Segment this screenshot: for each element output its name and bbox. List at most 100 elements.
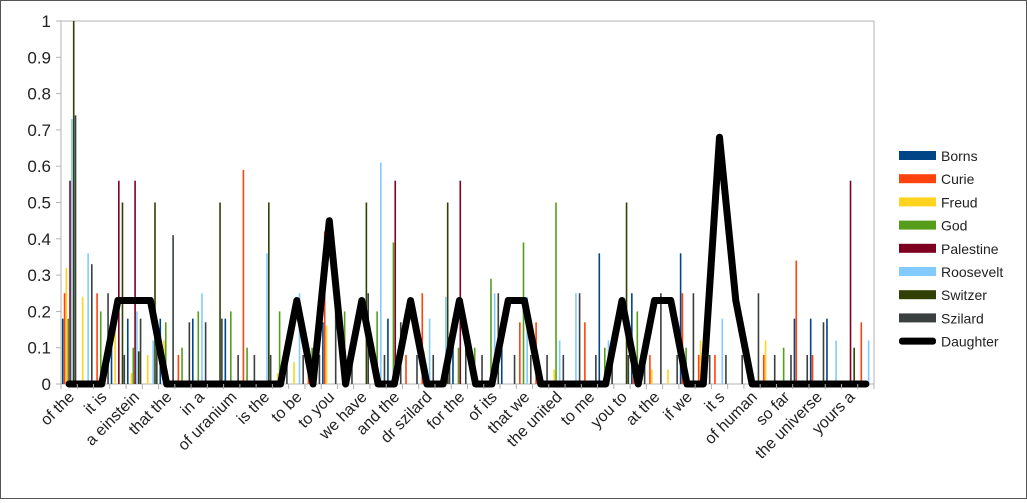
legend-label: Freud xyxy=(941,194,978,210)
legend: Borns Curie Freud God Palestine Roosevelt Swit… xyxy=(899,148,1003,350)
bar-szilard xyxy=(432,354,435,384)
bar-curie xyxy=(323,231,326,384)
bar-freud xyxy=(146,354,149,384)
bar-szilard xyxy=(334,293,337,384)
bar-god xyxy=(555,202,557,384)
x-tick-label: if we xyxy=(661,389,696,424)
bar-god xyxy=(164,322,167,384)
bar-switzer xyxy=(365,202,368,384)
bar-borns xyxy=(387,318,389,384)
legend-item-palestine: Palestine xyxy=(899,241,999,257)
bar-roosevelt xyxy=(721,318,724,384)
legend-label: Szilard xyxy=(941,310,984,326)
bar-borns xyxy=(793,318,796,384)
bar-szilard xyxy=(530,354,532,384)
bar-szilard xyxy=(790,354,792,384)
bar-borns xyxy=(826,318,828,384)
bar-god xyxy=(490,278,492,384)
y-tick-label: 0.4 xyxy=(27,230,51,249)
legend-item-szilard: Szilard xyxy=(899,310,984,326)
bar-szilard xyxy=(156,322,158,384)
y-tick-label: 0.2 xyxy=(27,302,51,321)
bar-szilard xyxy=(595,354,597,384)
bar-roosevelt xyxy=(201,293,203,384)
bar-szilard xyxy=(692,293,695,384)
legend-item-curie: Curie xyxy=(899,171,975,187)
bar-szilard xyxy=(643,354,646,384)
legend-item-borns: Borns xyxy=(899,148,978,164)
legend-item-daughter: Daughter xyxy=(899,334,999,350)
legend-label: Daughter xyxy=(941,334,999,350)
bar-szilard xyxy=(448,354,451,384)
bar-szilard xyxy=(269,354,272,384)
bar-szilard xyxy=(806,354,809,384)
bar-switzer xyxy=(137,351,140,384)
bar-szilard xyxy=(172,235,174,384)
bar-roosevelt xyxy=(867,340,870,384)
bar-szilard xyxy=(383,354,386,384)
bar-curie xyxy=(177,354,180,384)
bar-freud xyxy=(650,369,653,384)
bar-god xyxy=(376,311,378,384)
bar-freud xyxy=(699,340,702,384)
legend-item-switzer: Switzer xyxy=(899,287,987,303)
bar-palestine xyxy=(118,180,120,384)
bar-szilard xyxy=(773,354,776,384)
bar-szilard xyxy=(188,322,191,384)
legend-item-freud: Freud xyxy=(899,194,978,210)
y-axis: 0 0.1 0.2 0.3 0.4 0.5 0.6 0.7 0.8 0.9 1 xyxy=(27,12,61,394)
legend-label: Roosevelt xyxy=(941,264,1003,280)
bar-roosevelt xyxy=(428,318,431,384)
bar-roosevelt xyxy=(71,119,73,384)
legend-swatch xyxy=(899,243,936,253)
bar-god xyxy=(230,311,232,384)
bar-switzer xyxy=(154,202,156,384)
x-tick-label: of the xyxy=(38,389,78,429)
y-tick-label: 0.7 xyxy=(27,121,51,140)
bar-freud xyxy=(276,373,279,384)
bar-szilard xyxy=(90,264,93,384)
bar-god xyxy=(99,311,102,384)
bar-roosevelt xyxy=(445,296,447,384)
bar-freud xyxy=(293,362,295,384)
bar-szilard xyxy=(562,354,565,384)
legend-item-roosevelt: Roosevelt xyxy=(899,264,1003,280)
y-tick-label: 0.9 xyxy=(27,48,51,67)
bar-palestine xyxy=(69,180,71,384)
bar-szilard xyxy=(253,354,256,384)
x-tick-label: you to xyxy=(588,389,631,432)
bar-curie xyxy=(811,354,814,384)
bar-roosevelt xyxy=(298,293,301,384)
y-tick-label: 0.3 xyxy=(27,266,51,285)
bar-szilard xyxy=(139,318,142,384)
y-tick-label: 0.5 xyxy=(27,194,51,213)
legend-swatch xyxy=(899,267,936,276)
bar-roosevelt xyxy=(136,311,138,384)
bar-god xyxy=(636,311,639,384)
bar-borns xyxy=(809,318,812,384)
bar-god xyxy=(603,347,606,384)
bar-roosevelt xyxy=(835,340,837,384)
bar-roosevelt xyxy=(493,293,496,384)
bar-szilard xyxy=(123,354,126,384)
y-tick-label: 0 xyxy=(42,375,51,394)
y-tick-label: 0.6 xyxy=(27,157,51,176)
bar-szilard xyxy=(822,322,825,384)
bar-god xyxy=(782,347,785,384)
bar-szilard xyxy=(708,354,711,384)
bar-roosevelt xyxy=(558,340,561,384)
bar-borns xyxy=(598,253,601,384)
bar-curie xyxy=(762,354,765,384)
bar-szilard xyxy=(237,354,239,384)
bar-god xyxy=(67,318,70,384)
bar-roosevelt xyxy=(87,253,89,384)
bar-borns xyxy=(126,318,129,384)
legend-swatch xyxy=(899,174,936,184)
bar-szilard xyxy=(627,354,630,384)
bar-curie xyxy=(860,322,863,384)
bar-szilard xyxy=(302,354,304,384)
bar-szilard xyxy=(204,322,207,384)
bar-roosevelt xyxy=(575,293,577,384)
